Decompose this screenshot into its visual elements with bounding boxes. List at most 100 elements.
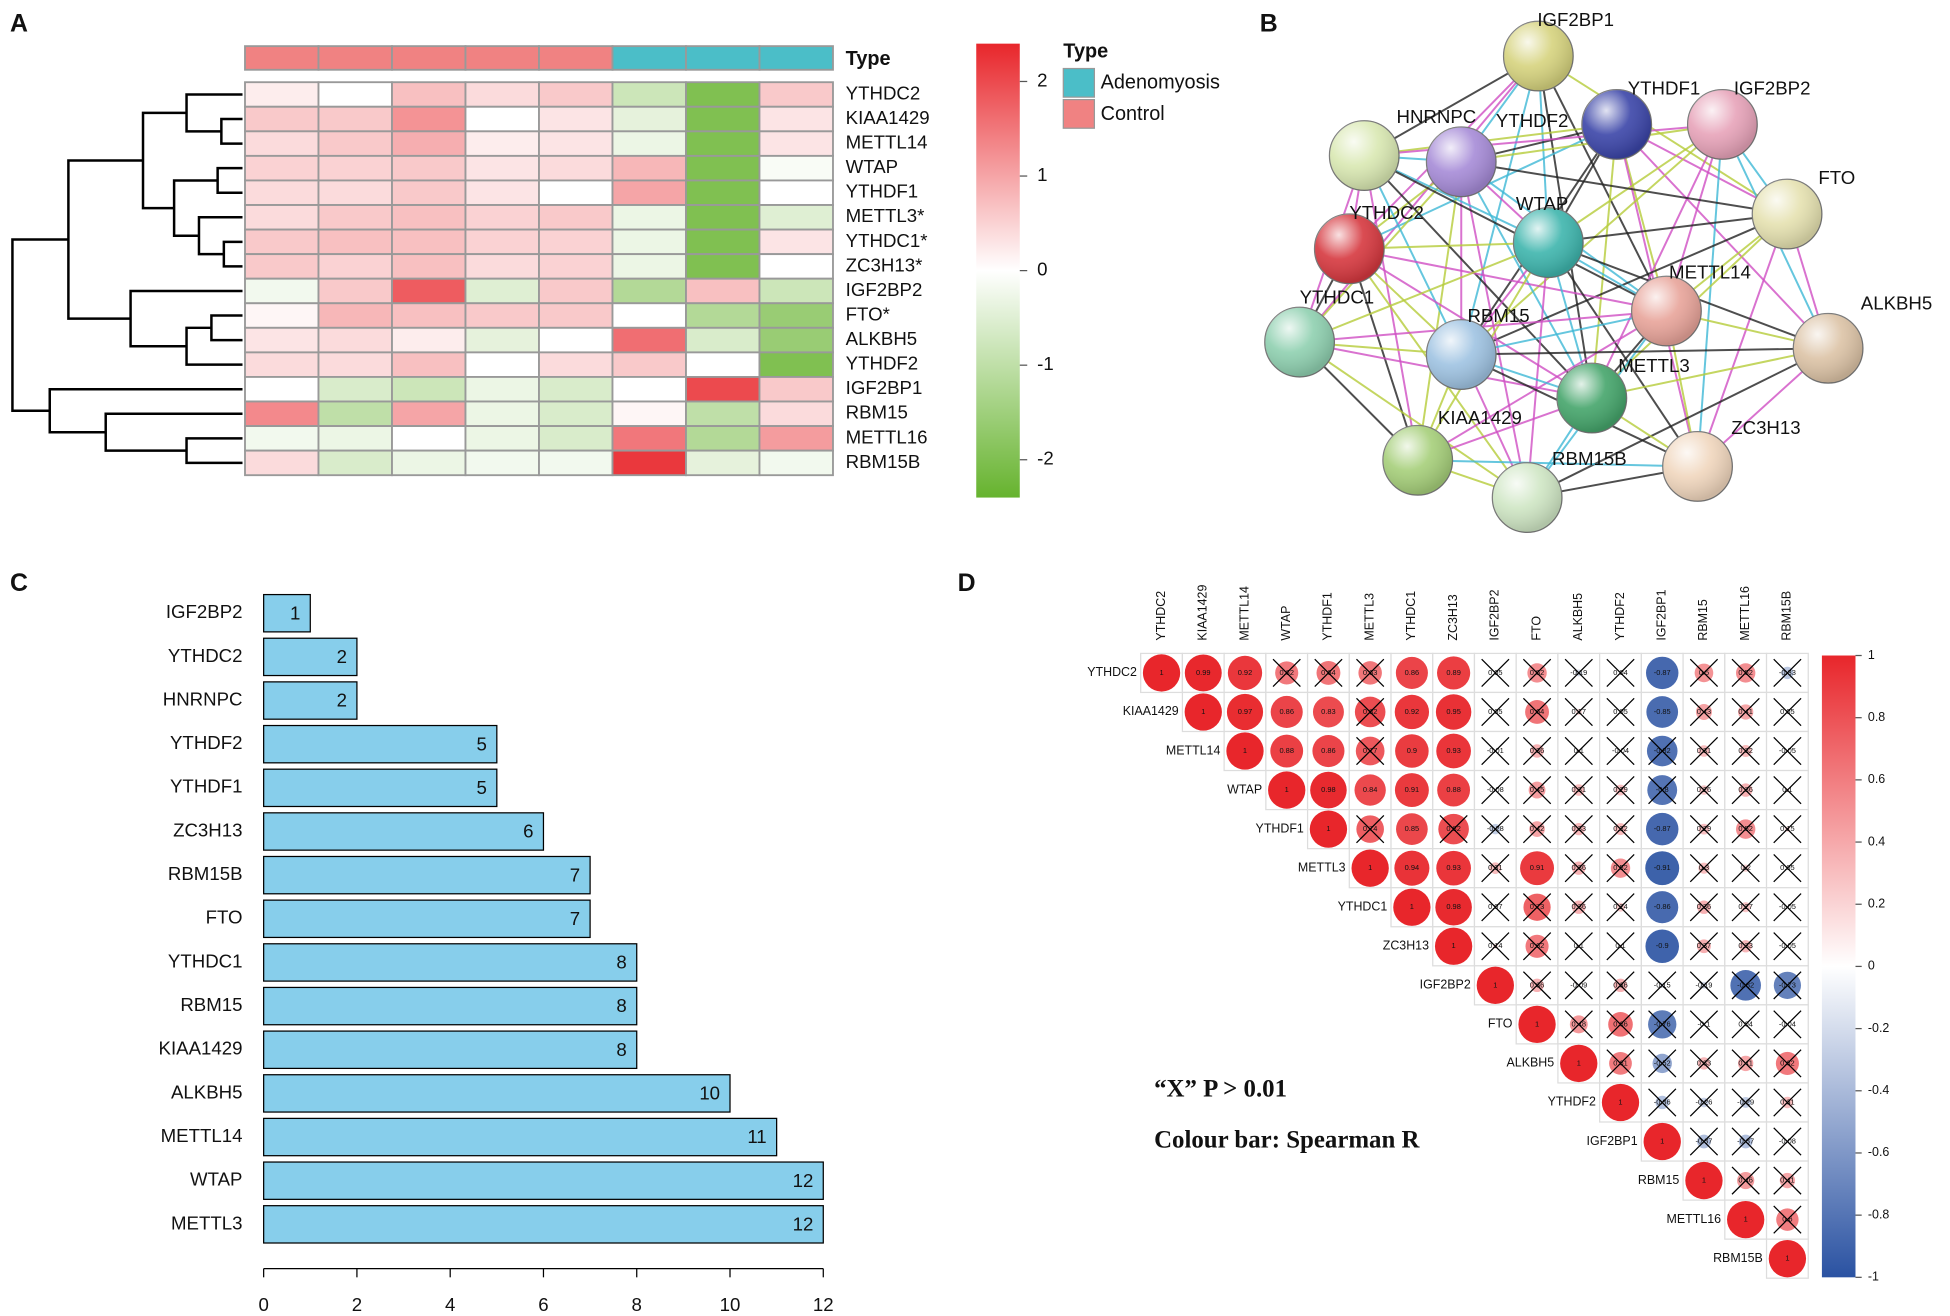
corr-value: -0.91 <box>1654 863 1671 872</box>
column-label: ALKBH5 <box>1571 593 1585 641</box>
heat-cell <box>317 253 393 280</box>
heat-cell <box>611 154 687 182</box>
corr-circle <box>1270 695 1303 729</box>
cross <box>1481 697 1510 727</box>
node-shine <box>1426 126 1497 197</box>
dendrogram-branch <box>141 111 187 210</box>
colorbar-label: -0.6 <box>1868 1145 1889 1159</box>
corr-value: 1 <box>1493 980 1497 989</box>
corr-circle <box>1354 774 1386 806</box>
heat-cell <box>244 228 320 256</box>
node-shine <box>1426 319 1497 390</box>
dendrogram-branch <box>185 437 243 465</box>
corr-circle <box>1437 773 1471 807</box>
corr-value: 0.98 <box>1446 902 1461 911</box>
cross <box>1564 658 1593 688</box>
node-label: IGF2BP1 <box>1537 9 1614 30</box>
edge <box>1526 242 1550 498</box>
heat-cell <box>244 425 320 452</box>
corr-value: 0.98 <box>1321 785 1336 794</box>
column-label: KIAA1429 <box>1196 585 1210 641</box>
colorbar-label: 0.8 <box>1868 710 1885 724</box>
corr-circle <box>1394 773 1429 808</box>
heat-cell <box>538 277 614 305</box>
column-label: YTHDC1 <box>1404 591 1418 641</box>
corr-circle <box>1351 849 1389 887</box>
heat-cell <box>685 376 761 403</box>
heat-cell <box>244 154 320 182</box>
node-label: IGF2BP2 <box>1734 78 1811 99</box>
corr-value: 1 <box>1368 863 1372 872</box>
node-shine <box>1662 431 1733 502</box>
node-shine <box>1752 179 1822 249</box>
row-label: YTHDC2 <box>846 82 921 103</box>
cross <box>1689 854 1719 883</box>
heat-cell <box>317 400 393 427</box>
heat-cell <box>317 302 393 329</box>
heat-cell <box>391 302 467 329</box>
dendrogram-branch <box>48 387 243 434</box>
cross <box>1564 854 1593 883</box>
heat-cell <box>317 81 393 108</box>
cross <box>1564 932 1593 961</box>
heat-cell <box>758 425 834 452</box>
dendrogram-branch <box>104 412 243 452</box>
corr-circle <box>1227 655 1263 691</box>
heat-cell <box>611 204 687 231</box>
cross <box>1731 1166 1760 1195</box>
node-label: RBM15B <box>1552 448 1627 469</box>
heat-cell <box>317 425 393 452</box>
heat-cell <box>538 425 614 452</box>
row-label: RBM15 <box>846 402 908 423</box>
x-tick-label: 12 <box>813 1294 834 1315</box>
category-label: ALKBH5 <box>171 1081 243 1102</box>
cross <box>1773 1205 1802 1234</box>
corr-value: 0.84 <box>1363 785 1378 794</box>
corr-value: 1 <box>1618 1097 1622 1106</box>
value-label: 8 <box>616 952 626 973</box>
heat-cell <box>464 277 540 305</box>
edge <box>1363 154 1593 399</box>
category-label: METTL3 <box>171 1212 242 1233</box>
heat-cell <box>538 154 614 182</box>
cell <box>1515 730 1559 772</box>
node-label: YTHDF1 <box>1628 78 1701 99</box>
corr-circle <box>1520 851 1555 886</box>
corr-circle <box>1645 929 1680 964</box>
column-label: YTHDF2 <box>1613 592 1627 640</box>
heat-cell <box>758 351 834 378</box>
heat-cell <box>758 179 834 206</box>
corr-circle <box>1645 851 1680 886</box>
heat-cell <box>758 154 834 182</box>
corr-circle <box>1226 693 1264 731</box>
heat-cell <box>538 376 614 403</box>
category-label: YTHDC1 <box>168 950 243 971</box>
annotation-cell <box>391 45 467 71</box>
cross <box>1731 736 1760 766</box>
bar <box>263 1117 778 1157</box>
row-label: YTHDF2 <box>846 353 919 374</box>
value-label: 8 <box>616 1039 626 1060</box>
corr-value: 0.86 <box>1321 746 1336 755</box>
node-label: METTL14 <box>1669 262 1751 283</box>
heat-cell <box>317 154 393 182</box>
cross <box>1731 1049 1760 1078</box>
corr-value: 1 <box>1201 707 1205 716</box>
corr-circle <box>1310 771 1347 809</box>
bar <box>263 1030 638 1070</box>
heat-cell <box>758 228 834 256</box>
cross <box>1773 1049 1802 1078</box>
heat-cell <box>685 105 761 133</box>
corr-value: 0.92 <box>1405 707 1420 716</box>
value-label: 5 <box>477 733 487 754</box>
node-label: ALKBH5 <box>1861 293 1933 314</box>
cross <box>1689 775 1719 805</box>
annotation-cell <box>317 45 393 71</box>
cross <box>1773 854 1802 883</box>
annotation-cell <box>685 45 761 71</box>
bar <box>263 943 638 982</box>
corr-value: 0.85 <box>1405 824 1420 833</box>
cell <box>1765 1043 1809 1084</box>
heat-cell <box>244 376 320 403</box>
row-label: ALKBH5 <box>846 328 918 349</box>
